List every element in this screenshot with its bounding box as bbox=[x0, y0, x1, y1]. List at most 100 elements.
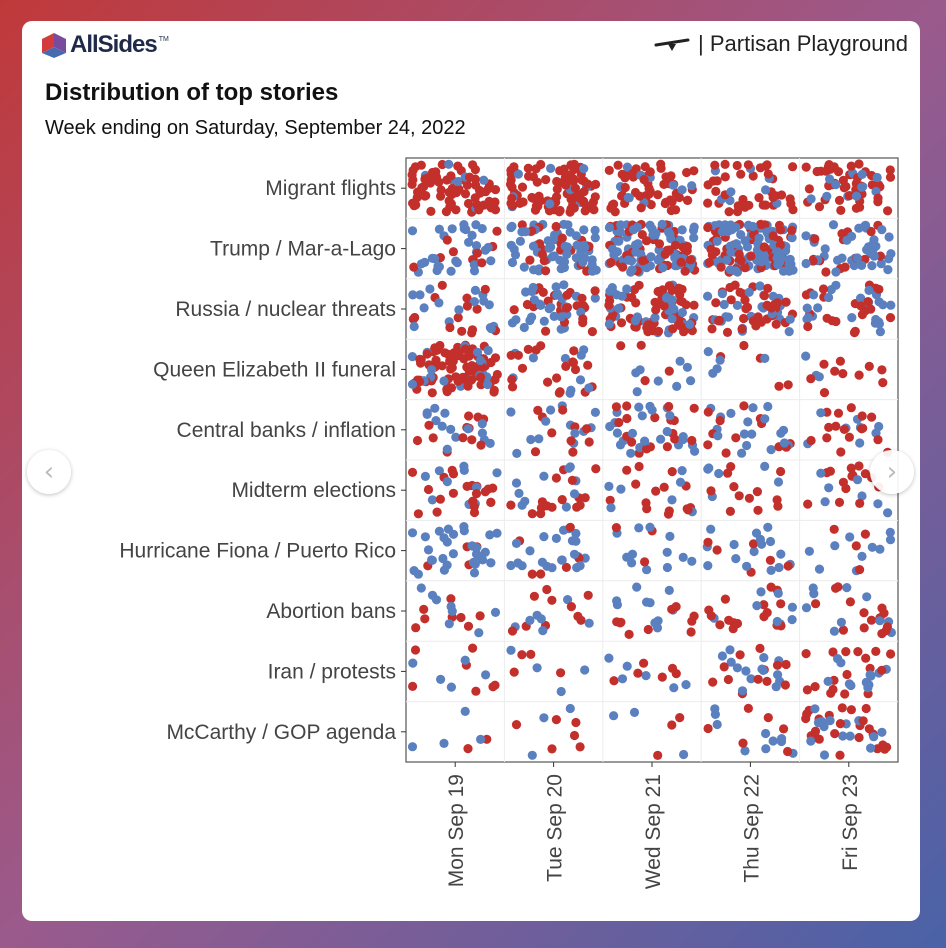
data-point bbox=[511, 720, 522, 730]
data-point bbox=[879, 608, 889, 618]
data-point bbox=[722, 327, 733, 337]
data-point bbox=[434, 526, 444, 536]
data-point bbox=[759, 242, 769, 252]
data-point bbox=[419, 303, 429, 313]
carousel-next-button[interactable]: › bbox=[870, 450, 914, 494]
data-point bbox=[629, 225, 639, 235]
data-point bbox=[762, 160, 772, 170]
data-point bbox=[883, 508, 893, 518]
data-point bbox=[463, 381, 473, 391]
data-point bbox=[833, 408, 844, 418]
data-point bbox=[528, 241, 539, 251]
data-point bbox=[835, 719, 846, 729]
data-point bbox=[689, 300, 699, 310]
data-point bbox=[557, 495, 567, 505]
data-point bbox=[834, 195, 845, 205]
data-point bbox=[742, 440, 752, 451]
data-point bbox=[469, 260, 479, 270]
data-point bbox=[876, 259, 886, 269]
data-point bbox=[720, 159, 730, 169]
data-point bbox=[605, 286, 615, 296]
data-point bbox=[768, 736, 778, 746]
data-point bbox=[471, 241, 482, 251]
data-point bbox=[821, 267, 831, 277]
data-point bbox=[534, 434, 544, 444]
data-point bbox=[840, 689, 850, 699]
data-point bbox=[844, 432, 855, 442]
data-point bbox=[677, 307, 688, 318]
data-point bbox=[420, 471, 430, 481]
data-point bbox=[627, 549, 638, 559]
data-point bbox=[435, 494, 445, 504]
data-point bbox=[730, 280, 740, 290]
data-point bbox=[481, 670, 491, 680]
data-point bbox=[526, 649, 536, 660]
data-point bbox=[469, 501, 479, 512]
data-point bbox=[561, 303, 572, 313]
data-point bbox=[838, 369, 848, 379]
data-point bbox=[883, 265, 893, 275]
data-point bbox=[845, 597, 856, 607]
data-point bbox=[526, 434, 536, 445]
data-point bbox=[558, 405, 568, 415]
data-point bbox=[529, 295, 539, 305]
data-point bbox=[578, 314, 588, 324]
data-point bbox=[766, 445, 776, 455]
data-point bbox=[529, 591, 539, 601]
data-point bbox=[614, 417, 624, 428]
data-point bbox=[748, 221, 758, 232]
data-point bbox=[477, 419, 487, 429]
data-point bbox=[468, 643, 478, 653]
data-point bbox=[801, 162, 811, 172]
data-point bbox=[711, 186, 721, 196]
data-point bbox=[719, 662, 729, 672]
data-point bbox=[749, 546, 759, 557]
data-point bbox=[617, 169, 627, 179]
data-point bbox=[569, 174, 579, 184]
data-point bbox=[748, 539, 759, 549]
data-point bbox=[809, 290, 819, 300]
data-point bbox=[590, 286, 600, 296]
data-point bbox=[675, 296, 686, 306]
data-point bbox=[447, 224, 457, 234]
data-point bbox=[703, 537, 713, 547]
data-point bbox=[857, 424, 867, 434]
data-point bbox=[483, 484, 493, 494]
data-point bbox=[412, 435, 423, 446]
data-point bbox=[527, 312, 537, 322]
x-tick-label: Thu Sep 22 bbox=[740, 774, 763, 883]
data-point bbox=[451, 256, 461, 266]
data-point bbox=[680, 266, 690, 276]
data-point bbox=[752, 487, 763, 497]
data-point bbox=[717, 651, 728, 661]
data-point bbox=[778, 425, 789, 435]
data-point bbox=[845, 731, 855, 741]
data-point bbox=[419, 604, 429, 615]
logo-text: AllSides bbox=[70, 31, 158, 58]
carousel-prev-button[interactable]: ‹ bbox=[27, 450, 71, 494]
data-point bbox=[836, 617, 847, 627]
data-point bbox=[409, 321, 419, 332]
data-point bbox=[732, 300, 743, 310]
data-point bbox=[746, 251, 756, 261]
data-point bbox=[862, 592, 872, 602]
data-point bbox=[846, 161, 856, 171]
data-point bbox=[784, 266, 794, 276]
data-point bbox=[611, 402, 622, 412]
data-point bbox=[855, 565, 865, 575]
data-point bbox=[536, 503, 547, 513]
data-point bbox=[820, 244, 830, 254]
data-point bbox=[604, 481, 614, 491]
data-point bbox=[622, 661, 632, 671]
data-point bbox=[634, 280, 644, 290]
data-point bbox=[428, 433, 438, 443]
data-point bbox=[480, 284, 490, 294]
data-point bbox=[740, 746, 750, 756]
data-point bbox=[470, 559, 480, 569]
data-point bbox=[783, 561, 793, 571]
data-point bbox=[566, 385, 576, 395]
data-point bbox=[706, 524, 716, 534]
data-point bbox=[712, 545, 722, 555]
x-tick-label: Tue Sep 20 bbox=[544, 774, 567, 882]
data-point bbox=[753, 505, 763, 515]
